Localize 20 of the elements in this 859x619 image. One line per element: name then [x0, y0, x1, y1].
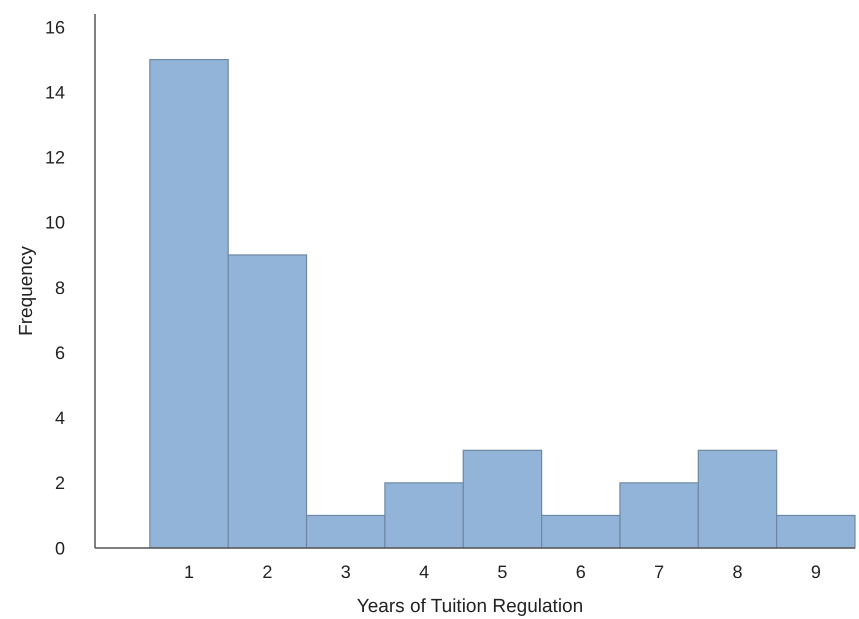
- x-tick-label: 7: [654, 562, 664, 582]
- y-tick-label: 14: [44, 82, 65, 102]
- x-tick-label: 1: [184, 562, 194, 582]
- y-tick-label: 4: [54, 408, 65, 428]
- y-tick-label: 2: [54, 473, 65, 494]
- y-tick-label: 8: [54, 278, 65, 298]
- y-tick-label: 16: [44, 17, 65, 38]
- x-tick-label: 4: [419, 562, 430, 582]
- x-tick-label: 3: [340, 562, 351, 582]
- x-tick-label: 9: [810, 562, 821, 582]
- y-axis-title: Frequency: [16, 246, 37, 336]
- y-tick-label: 6: [54, 342, 65, 363]
- x-tick-label: 5: [497, 562, 508, 582]
- x-tick-label: 6: [576, 562, 586, 582]
- y-tick-label: 12: [44, 148, 65, 168]
- y-tick-label: 10: [44, 212, 65, 233]
- x-axis-title: Years of Tuition Regulation: [356, 596, 584, 617]
- x-tick-label: 2: [262, 562, 272, 582]
- y-tick-label: 0: [54, 538, 65, 558]
- x-tick-label: 8: [732, 562, 742, 582]
